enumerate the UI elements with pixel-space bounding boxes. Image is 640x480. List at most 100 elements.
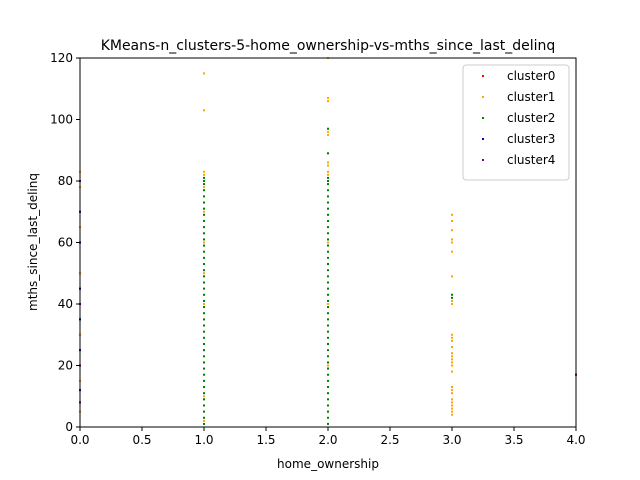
legend-marker <box>482 117 484 119</box>
data-point-cluster1 <box>451 339 453 342</box>
data-point-cluster1 <box>203 419 205 422</box>
data-point-cluster1 <box>451 401 453 404</box>
data-point-cluster2 <box>327 416 329 419</box>
data-point-cluster2 <box>203 183 205 186</box>
data-point-cluster1 <box>451 352 453 355</box>
data-point-cluster1 <box>327 161 329 164</box>
data-point-cluster1 <box>451 238 453 241</box>
legend: cluster0 cluster1 cluster2 cluster3 cluster4 <box>462 64 570 181</box>
data-point-cluster2 <box>451 293 453 296</box>
data-point-cluster2 <box>203 422 205 425</box>
data-point-cluster2 <box>203 201 205 204</box>
data-point-cluster2 <box>327 404 329 407</box>
data-point-cluster2 <box>203 373 205 376</box>
data-point-cluster2 <box>327 232 329 235</box>
data-point-cluster2 <box>203 299 205 302</box>
data-point-cluster1 <box>327 164 329 167</box>
data-point-cluster2 <box>327 183 329 186</box>
data-point-cluster2 <box>203 195 205 198</box>
data-point-cluster1 <box>451 346 453 349</box>
x-tick-label: 1.0 <box>194 433 213 447</box>
legend-entry: cluster4 <box>507 153 555 167</box>
data-point-cluster2 <box>327 263 329 266</box>
data-point-cluster1 <box>451 336 453 339</box>
data-point-cluster2 <box>203 404 205 407</box>
x-tick-label: 1.5 <box>256 433 275 447</box>
data-point-cluster1 <box>451 275 453 278</box>
data-point-cluster1 <box>451 303 453 305</box>
data-point-cluster2 <box>203 207 205 210</box>
data-point-cluster2 <box>203 256 205 259</box>
data-point-cluster1 <box>203 186 205 189</box>
data-point-cluster2 <box>327 355 329 358</box>
data-point-cluster2 <box>203 263 205 266</box>
data-point-cluster2 <box>203 176 205 179</box>
data-point-cluster1 <box>451 410 453 413</box>
data-point-cluster2 <box>327 398 329 401</box>
legend-marker <box>482 138 484 140</box>
data-point-cluster1 <box>451 229 453 232</box>
data-point-cluster2 <box>203 180 205 182</box>
data-point-cluster1 <box>203 170 205 173</box>
data-point-cluster2 <box>203 250 205 253</box>
data-point-cluster1 <box>203 210 205 213</box>
legend-box <box>462 64 570 181</box>
data-point-cluster2 <box>327 180 329 182</box>
data-point-cluster2 <box>203 386 205 389</box>
data-point-cluster2 <box>203 398 205 401</box>
data-point-cluster1 <box>451 219 453 222</box>
data-point-cluster2 <box>203 287 205 290</box>
data-point-cluster1 <box>203 72 205 75</box>
data-point-cluster2 <box>327 213 329 216</box>
chart-title: KMeans-n_clusters-5-home_ownership-vs-mt… <box>101 38 556 54</box>
data-point-cluster2 <box>203 355 205 358</box>
data-point-cluster2 <box>327 238 329 241</box>
x-tick-label: 2.5 <box>380 433 399 447</box>
data-point-cluster1 <box>327 96 329 99</box>
data-point-cluster1 <box>451 364 453 367</box>
data-point-cluster2 <box>327 336 329 339</box>
data-point-cluster2 <box>203 336 205 339</box>
data-point-cluster1 <box>451 213 453 216</box>
data-point-cluster2 <box>327 127 329 130</box>
data-point-cluster2 <box>451 296 453 299</box>
data-point-cluster2 <box>203 318 205 321</box>
data-point-cluster2 <box>203 349 205 352</box>
data-point-cluster1 <box>451 398 453 401</box>
data-point-cluster2 <box>203 293 205 296</box>
data-point-cluster1 <box>327 170 329 173</box>
y-axis: 0 20 40 60 80 100 120 <box>50 51 80 434</box>
data-point-cluster1 <box>203 241 205 244</box>
data-point-cluster2 <box>327 189 329 192</box>
data-point-cluster2 <box>327 299 329 302</box>
data-point-cluster2 <box>327 281 329 284</box>
data-point-cluster2 <box>327 379 329 382</box>
x-tick-label: 0.0 <box>70 433 89 447</box>
data-point-cluster2 <box>327 324 329 327</box>
data-point-cluster2 <box>327 312 329 315</box>
data-point-cluster1 <box>327 173 329 176</box>
data-point-cluster2 <box>203 189 205 192</box>
data-point-cluster1 <box>327 130 329 133</box>
data-point-cluster2 <box>203 226 205 229</box>
x-tick-label: 2.0 <box>318 433 337 447</box>
data-point-cluster1 <box>327 303 329 305</box>
data-point-cluster2 <box>327 367 329 370</box>
data-point-cluster2 <box>327 349 329 352</box>
data-point-cluster2 <box>327 422 329 425</box>
data-point-cluster1 <box>451 389 453 392</box>
data-point-cluster2 <box>327 250 329 253</box>
data-point-cluster1 <box>451 404 453 407</box>
y-axis-label: mths_since_last_delinq <box>26 173 40 311</box>
data-point-cluster2 <box>203 410 205 413</box>
data-point-cluster2 <box>327 410 329 413</box>
data-point-cluster2 <box>203 324 205 327</box>
data-point-cluster2 <box>327 287 329 290</box>
data-point-cluster2 <box>327 293 329 296</box>
data-point-cluster1 <box>451 333 453 336</box>
data-point-cluster2 <box>327 195 329 198</box>
y-tick-label: 60 <box>58 236 73 250</box>
legend-entry: cluster3 <box>507 132 555 146</box>
data-point-cluster2 <box>203 306 205 309</box>
